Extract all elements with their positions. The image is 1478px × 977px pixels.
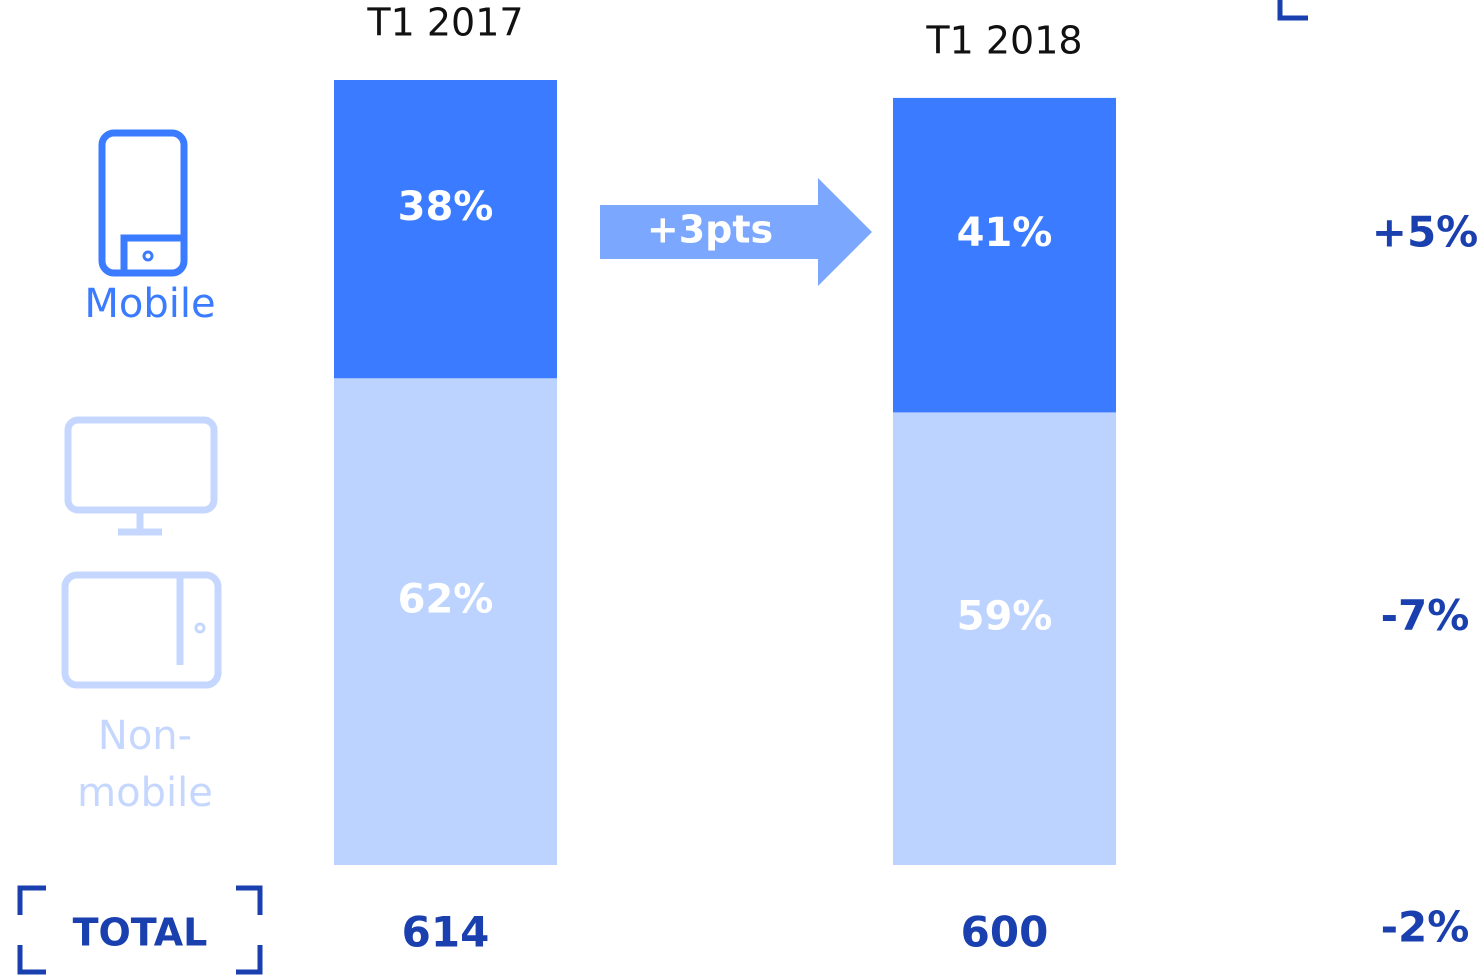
legend-mobile: Mobile	[84, 281, 215, 327]
category-label: T1 2018	[925, 18, 1082, 62]
category-label: T1 2017	[366, 1, 523, 45]
tablet-icon	[61, 571, 222, 689]
arrow-label: +3pts	[647, 208, 773, 252]
total-change: -2%	[1381, 903, 1470, 952]
change-label: +5%	[1372, 208, 1478, 257]
total-value: 600	[961, 908, 1049, 957]
segment-label: 62%	[398, 577, 494, 623]
segment-label: 41%	[957, 210, 1053, 256]
mobile-icon	[98, 129, 188, 277]
bracket-decoration	[1277, 0, 1308, 21]
bar-segment	[893, 412, 1116, 865]
bar-segment	[334, 378, 557, 865]
segment-label: 59%	[957, 594, 1053, 640]
total-value: 614	[402, 908, 490, 957]
total-bracket	[17, 885, 263, 975]
legend-non-mobile: Non-mobile	[77, 713, 213, 816]
segment-label: 38%	[398, 184, 494, 230]
desktop-icon	[64, 416, 218, 536]
bar-segment	[893, 97, 1116, 413]
bar-segment	[334, 80, 557, 379]
total-label: TOTAL	[73, 911, 208, 955]
arrow	[600, 178, 872, 286]
change-label: -7%	[1381, 591, 1470, 640]
